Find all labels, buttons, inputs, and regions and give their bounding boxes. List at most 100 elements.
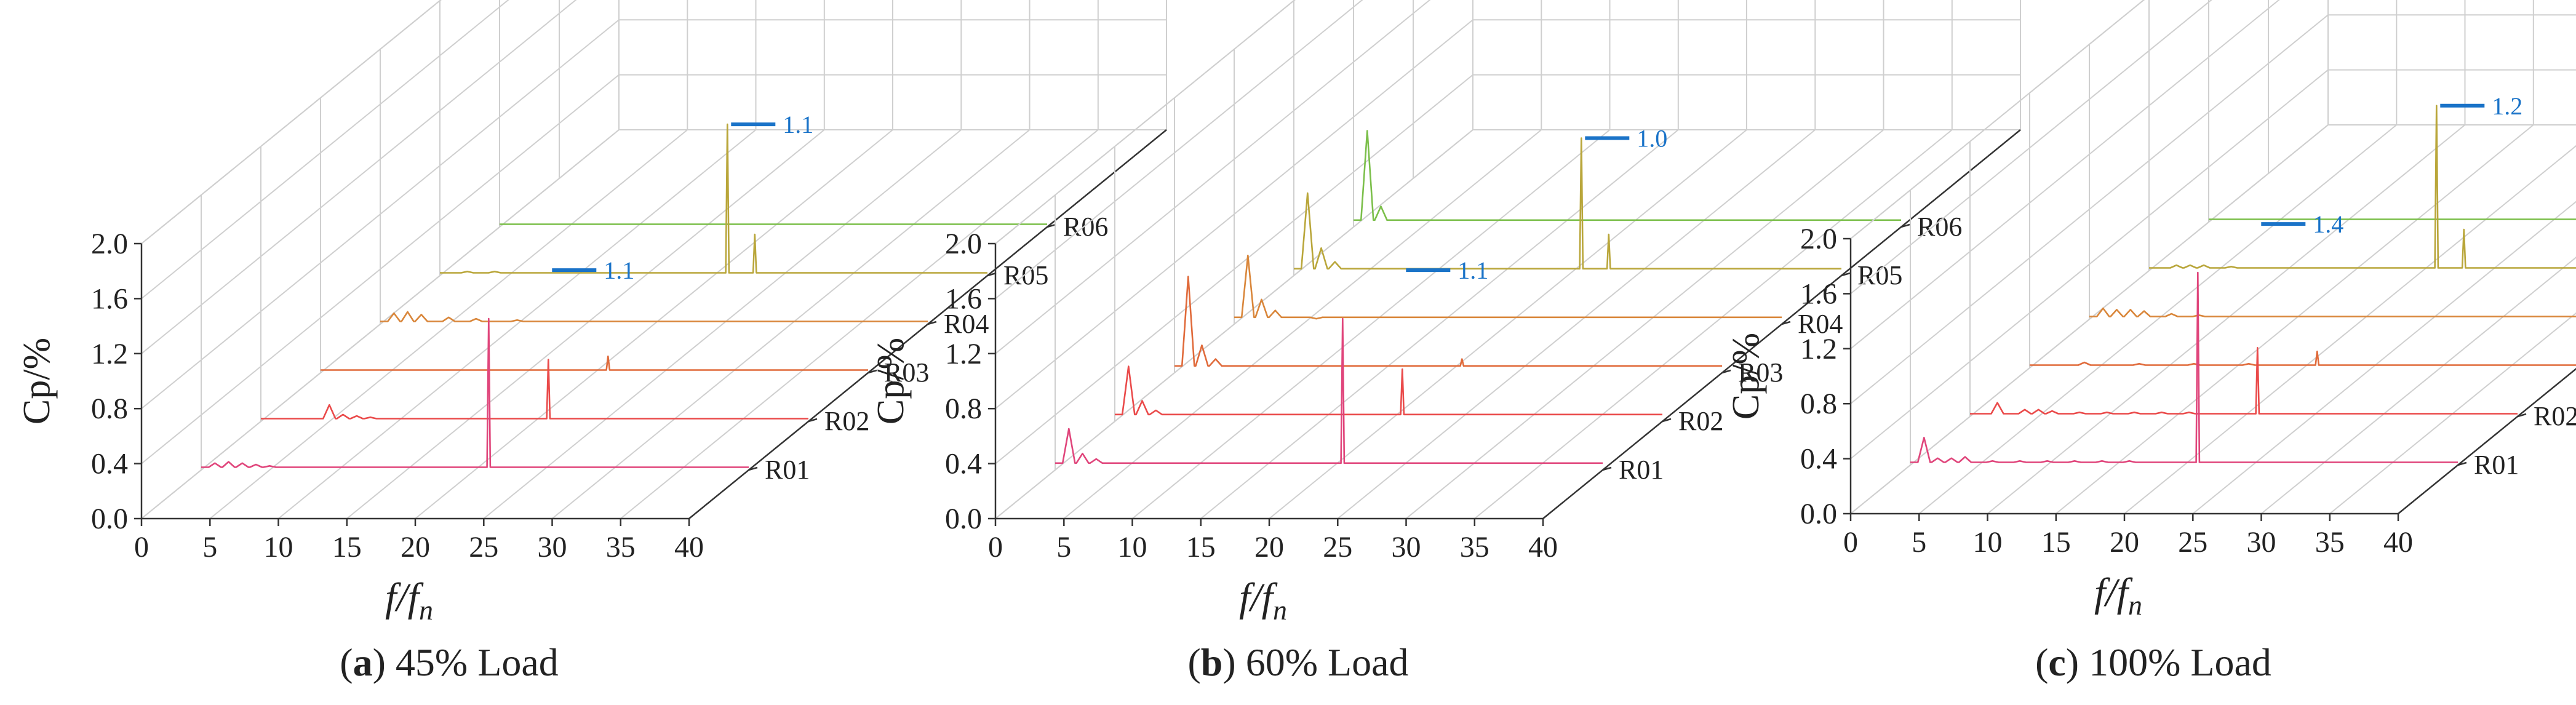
row-label: R01: [2474, 450, 2519, 480]
grid-line-floor-x: [2124, 145, 2576, 514]
grid-line-y: [995, 0, 1431, 354]
series-line-r01: [1055, 317, 1603, 464]
y-tick-label: 0.0: [945, 503, 982, 535]
grid-frame-top: [141, 0, 442, 244]
series-line-r06: [1354, 130, 1901, 221]
row-label: R03: [884, 357, 929, 388]
x-tick-label: 25: [1323, 531, 1352, 564]
y-tick-label: 1.2: [1800, 333, 1837, 365]
x-axis-label-main: f/f: [1239, 575, 1278, 620]
caption-text: 45% Load: [396, 640, 559, 684]
caption-close-paren: ): [373, 640, 396, 684]
grid-line-y: [141, 0, 442, 244]
y-tick-label: 2.0: [1800, 223, 1837, 255]
y-tick-label: 2.0: [91, 228, 128, 260]
grid-line-floor-x: [2056, 124, 2534, 514]
x-axis-label: f/fn: [1239, 575, 1287, 626]
grid-line-y: [1850, 0, 2145, 239]
caption-open-paren: (: [340, 640, 353, 684]
grid-frame-right: [1542, 0, 2021, 519]
y-tick-label: 1.2: [91, 338, 128, 370]
x-tick-label: 10: [1973, 526, 2003, 559]
row-tick: [2517, 413, 2527, 418]
x-tick-label: 40: [2383, 526, 2413, 559]
grid-line-y: [1850, 69, 2576, 460]
row-label: R01: [1619, 455, 1664, 485]
grid-frame-top: [1850, 0, 2145, 239]
grid: [1850, 0, 2576, 514]
annotation-label: 1.1: [1457, 257, 1488, 284]
row-tick: [1662, 418, 1672, 423]
row-label: R02: [2534, 401, 2576, 431]
grid-line-floor-x: [1269, 129, 1747, 519]
grid-line-floor-x: [620, 129, 1099, 519]
x-axis-label: f/fn: [385, 575, 433, 626]
x-tick-label: 30: [538, 531, 567, 564]
x-tick-label: 0: [1843, 526, 1858, 559]
series-line-r04: [2089, 307, 2576, 317]
row-label: R02: [1678, 406, 1723, 436]
x-tick-label: 10: [264, 531, 293, 564]
row-tick: [1841, 272, 1851, 277]
x-tick-label: 15: [2041, 526, 2071, 559]
caption-text: 100% Load: [2089, 640, 2271, 684]
x-axis-label-main: f/f: [2094, 570, 2133, 615]
y-axis-label: Cp/%: [870, 338, 912, 424]
grid-line-floor-x: [551, 129, 1031, 519]
y-tick-label: 0.8: [1800, 388, 1837, 420]
series-line-r05: [1294, 137, 1841, 270]
x-tick-label: 30: [1392, 531, 1421, 564]
series-line-r05: [440, 123, 987, 274]
x-tick-label: 30: [2247, 526, 2276, 559]
series-line-r04: [380, 311, 928, 322]
grid-line-floor-x: [2260, 257, 2576, 514]
row-label: R05: [1857, 260, 1902, 290]
x-axis-label: f/fn: [2094, 570, 2142, 621]
y-tick-label: 1.6: [1800, 277, 1837, 310]
caption-close-paren: ): [2066, 640, 2089, 684]
x-tick-label: 20: [2110, 526, 2139, 559]
grid-line-y: [1850, 124, 2576, 514]
grid-line-floor-x: [346, 129, 825, 519]
row-label: R01: [765, 455, 810, 485]
caption-close-paren: ): [1222, 640, 1245, 684]
y-tick-label: 0.4: [1800, 443, 1837, 476]
row-label: R03: [1738, 357, 1783, 388]
grid-line-floor-x: [483, 129, 962, 519]
x-tick-label: 15: [332, 531, 362, 564]
grid-line-y: [995, 0, 1296, 244]
panel-b-60-load: R06 R05 R04 R03 R02 R01 1.1 1.0 0 5 10 15 20 25 30 35 40…: [870, 0, 2021, 684]
grid-line-floor-x: [1200, 129, 1679, 519]
row-tick: [1781, 321, 1791, 325]
y-tick-label: 0.0: [91, 503, 128, 535]
row-tick: [867, 369, 877, 374]
caption-open-paren: (: [2035, 640, 2048, 684]
x-axis-label-main: f/f: [385, 575, 424, 620]
panel-caption: (a) 45% Load: [340, 640, 558, 684]
y-axis-label: Cp/%: [1725, 333, 1767, 420]
grid-line-floor-x: [2192, 201, 2576, 514]
x-tick-label: 5: [202, 531, 217, 564]
y-tick-label: 2.0: [945, 228, 982, 260]
row-tick: [927, 321, 937, 325]
x-tick-label: 20: [401, 531, 430, 564]
grid-line-y: [1850, 0, 2280, 349]
annotation-label: 1.1: [604, 257, 634, 284]
z-axis-line: [2398, 368, 2576, 514]
y-tick-label: 1.2: [945, 338, 982, 370]
grid-frame-top: [995, 0, 1296, 244]
grid-line-y: [995, 0, 1363, 300]
grid-line-floor-x: [1918, 124, 2397, 514]
x-tick-label: 15: [1186, 531, 1216, 564]
grid-line-y: [1850, 0, 2212, 295]
row-label: R04: [944, 309, 989, 339]
grid-line-y: [995, 19, 2020, 409]
x-axis-label-subscript: n: [419, 594, 433, 626]
grid-line-floor-x: [277, 129, 757, 519]
caption-panel-letter: a: [353, 640, 373, 684]
row-label: R04: [1798, 309, 1843, 339]
series-line-r02: [1115, 365, 1662, 416]
series-line-r01: [201, 317, 749, 468]
